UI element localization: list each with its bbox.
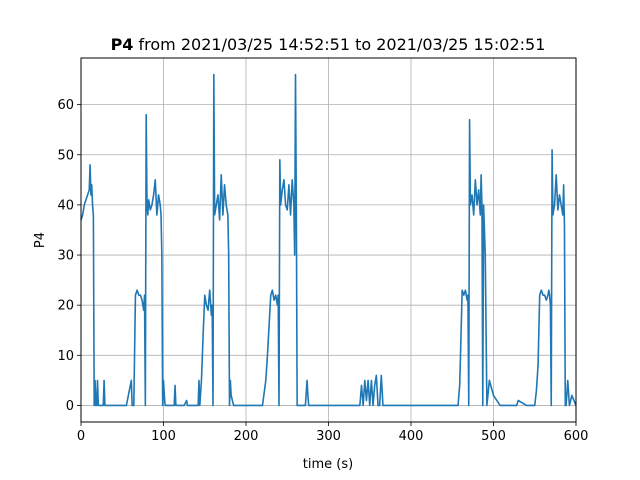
chart-title: P4 from 2021/03/25 14:52:51 to 2021/03/2… xyxy=(111,35,546,54)
y-tick-label-3: 30 xyxy=(57,249,74,264)
grid-lines xyxy=(80,58,577,422)
y-tick-label-0: 0 xyxy=(66,399,74,414)
series-layer xyxy=(80,73,577,407)
series-line-0 xyxy=(80,73,577,407)
x-axis-ticks: 0 100 200 300 400 500 600 xyxy=(77,422,589,444)
x-axis-label: time (s) xyxy=(303,457,353,472)
y-tick-label-6: 60 xyxy=(57,98,74,113)
x-tick-label-6: 600 xyxy=(564,429,589,444)
chart-title-rest: from 2021/03/25 14:52:51 to 2021/03/25 1… xyxy=(133,35,545,54)
y-axis-ticks: 0 10 20 30 40 50 60 xyxy=(57,98,81,414)
x-tick-label-1: 100 xyxy=(151,429,176,444)
x-tick-label-0: 0 xyxy=(77,429,85,444)
y-tick-label-4: 40 xyxy=(57,198,74,213)
chart-title-bold: P4 xyxy=(111,35,134,54)
y-axis-label: P4 xyxy=(33,232,48,248)
x-tick-label-3: 300 xyxy=(316,429,341,444)
y-tick-label-1: 10 xyxy=(57,349,74,364)
y-tick-label-2: 20 xyxy=(57,299,74,314)
x-tick-label-2: 200 xyxy=(234,429,259,444)
y-tick-label-5: 50 xyxy=(57,148,74,163)
x-tick-label-4: 400 xyxy=(399,429,424,444)
x-tick-label-5: 500 xyxy=(481,429,506,444)
